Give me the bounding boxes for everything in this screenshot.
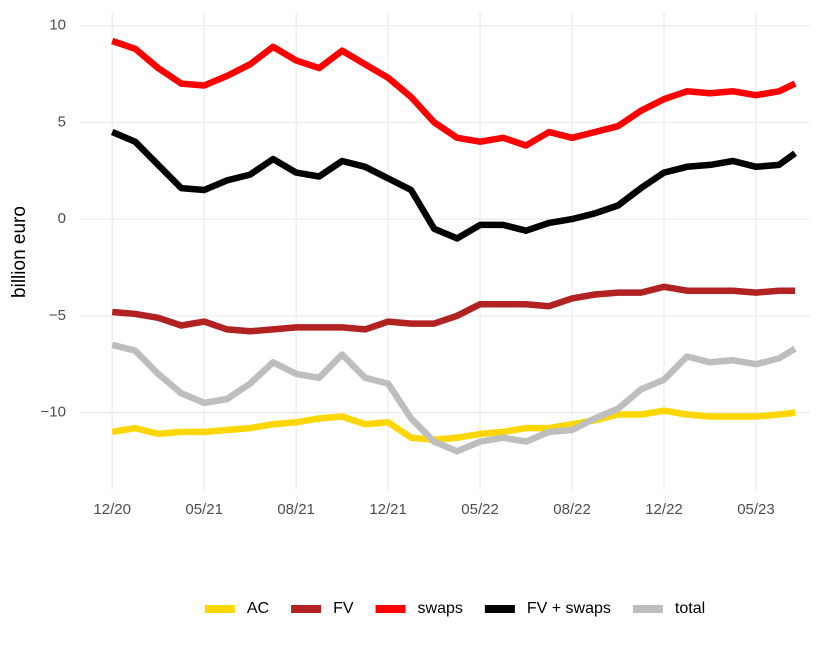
y-tick-label: 10 (49, 17, 66, 34)
series-line (111, 341, 797, 455)
y-tick-label: 0 (58, 210, 66, 227)
legend-label: swaps (418, 600, 463, 617)
legend-label: FV (333, 600, 354, 617)
legend-label: AC (247, 600, 269, 617)
series-line (111, 283, 796, 335)
legend-label: FV + swaps (527, 600, 611, 617)
legend-label: total (675, 600, 705, 617)
x-tick-label: 08/21 (277, 501, 315, 518)
x-tick-label: 05/23 (737, 501, 775, 518)
x-tick-label: 12/22 (645, 501, 683, 518)
series-line (111, 407, 796, 443)
series-line (110, 129, 797, 242)
x-tick-label: 05/22 (461, 501, 499, 518)
x-tick-label: 08/22 (553, 501, 591, 518)
y-tick-label: 5 (58, 113, 66, 130)
x-tick-label: 12/21 (369, 501, 407, 518)
y-tick-label: −5 (49, 307, 66, 324)
x-tick-label: 05/21 (185, 501, 223, 518)
y-tick-label: −10 (41, 404, 66, 421)
x-tick-label: 12/20 (93, 501, 131, 518)
series-line (111, 37, 797, 149)
y-axis-label: billion euro (9, 206, 30, 298)
